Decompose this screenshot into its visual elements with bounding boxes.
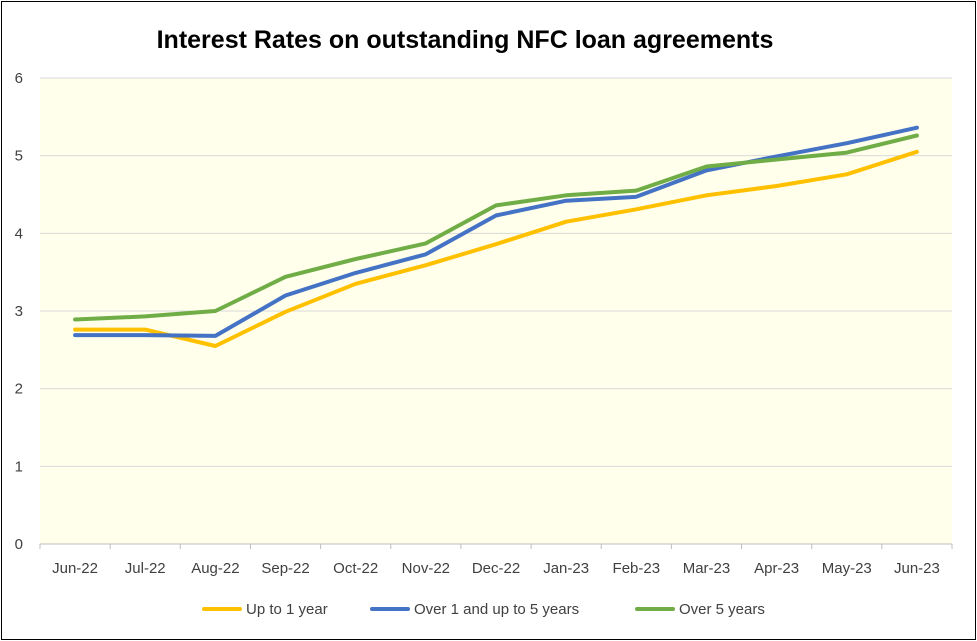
y-tick-label: 1 <box>15 458 23 475</box>
x-tick-label: Apr-23 <box>754 560 799 577</box>
x-tick-label: Jun-23 <box>894 560 940 577</box>
x-axis-ticks: Jun-22 Jul-22 Aug-22 Sep-22 Oct-22 Nov-22 Dec-… <box>52 560 940 577</box>
x-tick-label: Jun-22 <box>52 560 98 577</box>
series-line-1 <box>73 125 919 338</box>
series-line-0 <box>73 149 919 348</box>
x-tick-label: Sep-22 <box>261 560 309 577</box>
chart-title: Interest Rates on outstanding NFC loan a… <box>157 26 774 54</box>
x-axis <box>39 543 953 549</box>
y-tick-label: 3 <box>15 303 23 320</box>
x-tick-label: Mar-23 <box>683 560 731 577</box>
legend-label-2: Over 5 years <box>679 601 765 618</box>
legend-label-0: Up to 1 year <box>246 601 328 618</box>
x-tick-label: May-23 <box>822 560 872 577</box>
y-tick-label: 4 <box>15 225 23 242</box>
x-tick-label: Feb-23 <box>613 560 661 577</box>
legend: Up to 1 year Over 1 and up to 5 years Over… <box>202 601 765 618</box>
series-line-2 <box>73 133 919 322</box>
y-axis-ticks: 0 1 2 3 4 5 6 <box>15 70 23 553</box>
y-tick-label: 6 <box>15 70 23 87</box>
x-tick-label: Jan-23 <box>543 560 589 577</box>
x-tick-label: Aug-22 <box>191 560 239 577</box>
x-tick-label: Nov-22 <box>402 560 450 577</box>
y-tick-label: 0 <box>15 536 23 553</box>
y-tick-label: 2 <box>15 381 23 398</box>
x-tick-label: Jul-22 <box>125 560 166 577</box>
gridlines <box>40 77 952 467</box>
x-tick-label: Dec-22 <box>472 560 520 577</box>
y-tick-label: 5 <box>15 148 23 165</box>
legend-label-1: Over 1 and up to 5 years <box>414 601 579 618</box>
series-lines <box>73 125 919 348</box>
x-tick-label: Oct-22 <box>333 560 378 577</box>
